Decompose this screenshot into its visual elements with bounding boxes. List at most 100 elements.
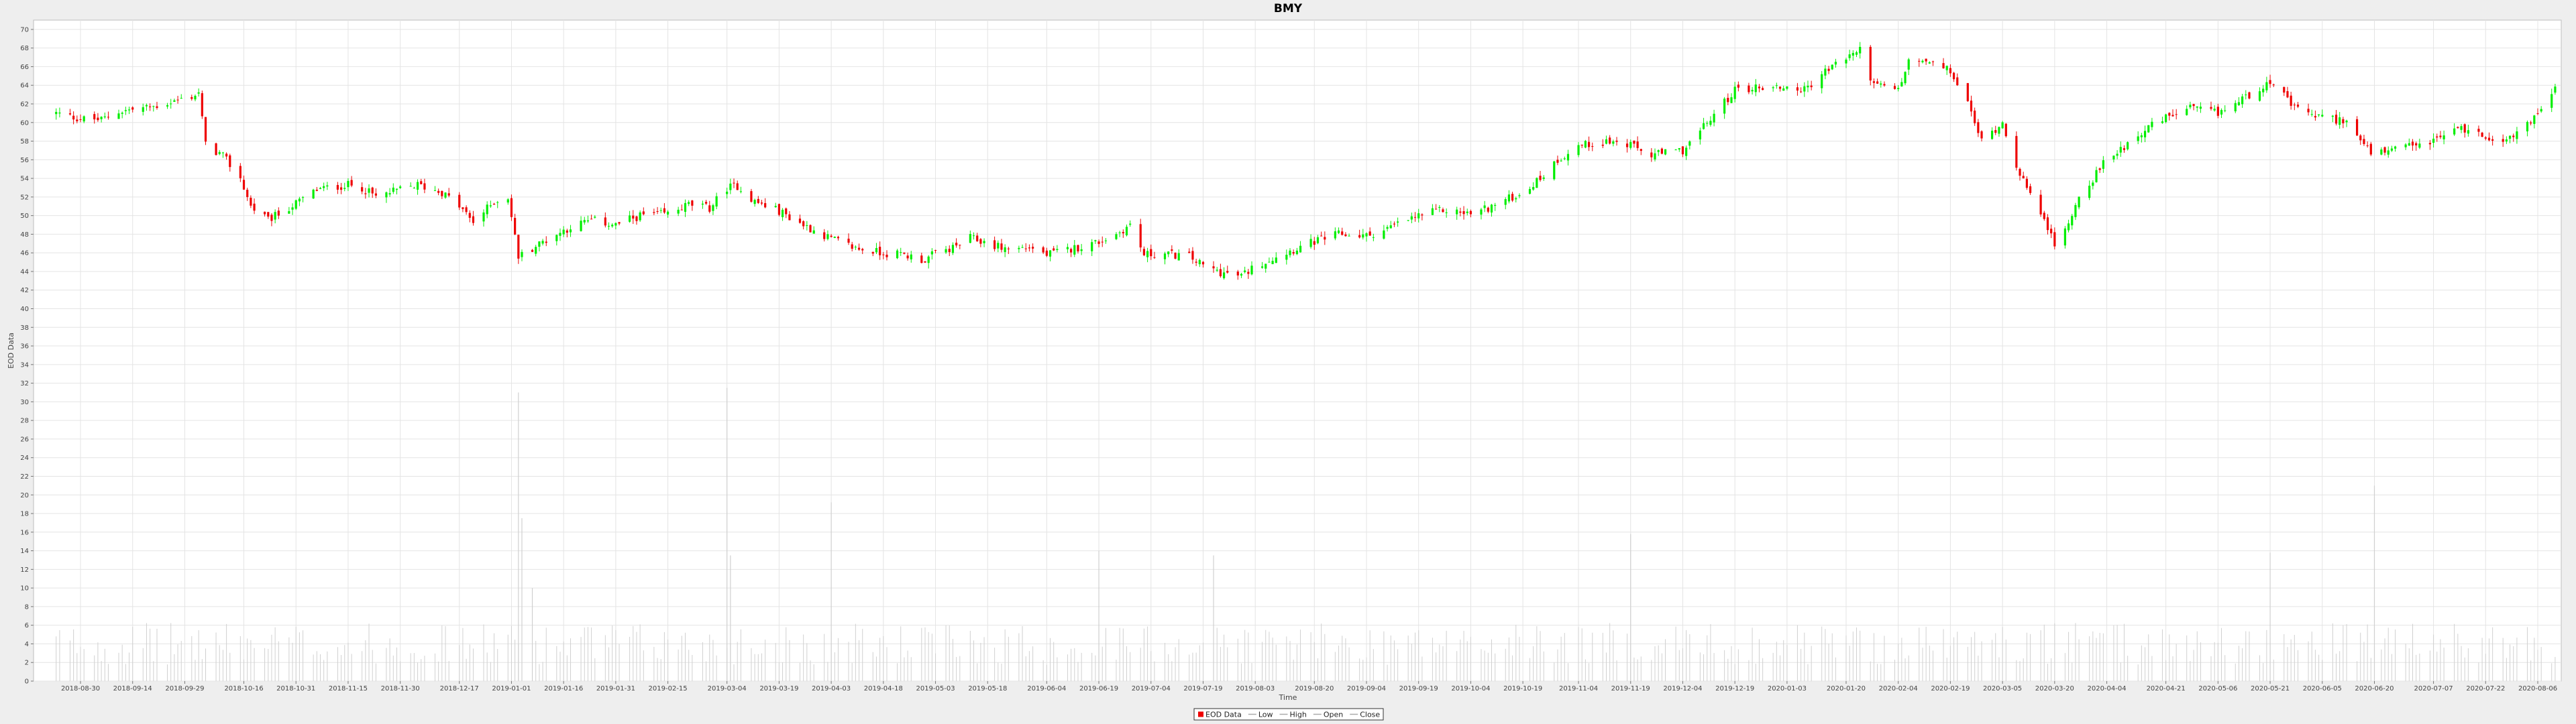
y-axis-label: EOD Data [7, 333, 15, 369]
candle-body [1674, 149, 1677, 151]
candle-body [1845, 59, 1847, 64]
candle-body [1101, 241, 1104, 243]
candle-body [392, 187, 394, 192]
candle-body [1810, 85, 1813, 88]
candle-body [1260, 266, 1264, 268]
candle-body [1049, 250, 1052, 257]
candle-body [632, 215, 635, 219]
candle-body [1556, 160, 1559, 163]
candle-body [489, 205, 492, 206]
candle-body [535, 247, 537, 254]
candle-body [482, 212, 485, 222]
candle-body [274, 212, 276, 220]
candle-body [879, 247, 881, 255]
candle-body [2390, 148, 2393, 151]
candle-body [2369, 143, 2372, 155]
candle-body [1640, 149, 1642, 152]
candle-body [323, 186, 325, 188]
candle-body [2074, 204, 2077, 217]
candle-body [837, 237, 840, 239]
candle-body [2269, 80, 2271, 84]
candle-body [339, 187, 343, 190]
candle-body [1358, 235, 1361, 238]
candle-body [385, 192, 388, 198]
candle-body [1699, 130, 1701, 139]
candle-body [2505, 139, 2508, 142]
y-tick-label: 22 [20, 473, 29, 481]
candle-body [2053, 232, 2056, 247]
candle-body [538, 241, 541, 247]
candle-body [1042, 247, 1044, 253]
candle-body [176, 99, 179, 101]
candle-body [2258, 91, 2261, 101]
candle-body [614, 223, 617, 226]
candle-body [437, 190, 440, 193]
candle-body [416, 182, 419, 190]
candle-body [2404, 144, 2407, 147]
candle-body [1775, 85, 1778, 86]
candle-body [2314, 115, 2317, 118]
candle-body [2001, 122, 2004, 129]
candle-body [1216, 269, 1218, 271]
candle-body [1094, 240, 1097, 241]
gridlines [34, 20, 2561, 682]
x-tick-label: 2020-07-22 [2466, 685, 2505, 692]
candle-body [83, 116, 85, 122]
candle-body [2241, 96, 2244, 105]
candle-body [1053, 248, 1055, 251]
candle-body [875, 248, 878, 253]
candle-body [2408, 143, 2410, 146]
candle-body [2415, 143, 2418, 145]
x-tick-label: 2019-03-19 [759, 685, 798, 692]
candle-body [1664, 149, 1667, 155]
candle-body [1438, 206, 1441, 208]
candle-body [798, 219, 802, 223]
candle-body [1660, 148, 1663, 154]
candle-body [336, 184, 339, 190]
candle-body [1713, 113, 1715, 123]
candle-body [2050, 229, 2053, 234]
candle-body [2321, 115, 2324, 117]
candle-body [2022, 176, 2025, 179]
candle-body [1893, 86, 1896, 89]
candle-body [1417, 213, 1420, 219]
candle-body [1584, 141, 1587, 148]
candle-body [1966, 82, 1969, 101]
candle-body [2554, 86, 2557, 93]
candle-body [1518, 195, 1521, 196]
candle-body [910, 254, 912, 259]
candle-body [1393, 223, 1396, 225]
candle-body [2467, 130, 2469, 134]
candle-body [1407, 220, 1409, 221]
candle-body [2095, 170, 2098, 182]
candle-body [2443, 135, 2445, 139]
candle-body [142, 107, 144, 112]
candle-body [79, 119, 82, 120]
y-tick-label: 32 [20, 380, 29, 387]
candle-body [1195, 261, 1197, 263]
candle-body [1389, 225, 1392, 229]
candle-body [2551, 94, 2553, 108]
candle-body [781, 209, 784, 217]
candle-body [851, 244, 853, 249]
candle-body [580, 221, 582, 231]
candle-body [1994, 130, 1997, 133]
candle-body [1758, 86, 1761, 88]
candle-body [906, 255, 909, 259]
y-tick-label: 56 [20, 157, 29, 164]
candle-body [277, 210, 280, 216]
candle-body [343, 188, 346, 189]
candle-body [948, 249, 951, 253]
candle-body [1678, 147, 1680, 149]
candle-body [1998, 127, 2000, 134]
candle-body [180, 98, 182, 99]
x-tick-label: 2018-09-29 [165, 685, 204, 692]
volume-bars [56, 387, 2556, 681]
candle-body [1748, 85, 1750, 93]
candle-body [1028, 247, 1031, 249]
candle-body [2339, 117, 2341, 125]
candle-body [242, 180, 246, 190]
candle-body [1309, 239, 1312, 247]
candle-body [1615, 140, 1618, 142]
candle-body [1341, 231, 1344, 235]
